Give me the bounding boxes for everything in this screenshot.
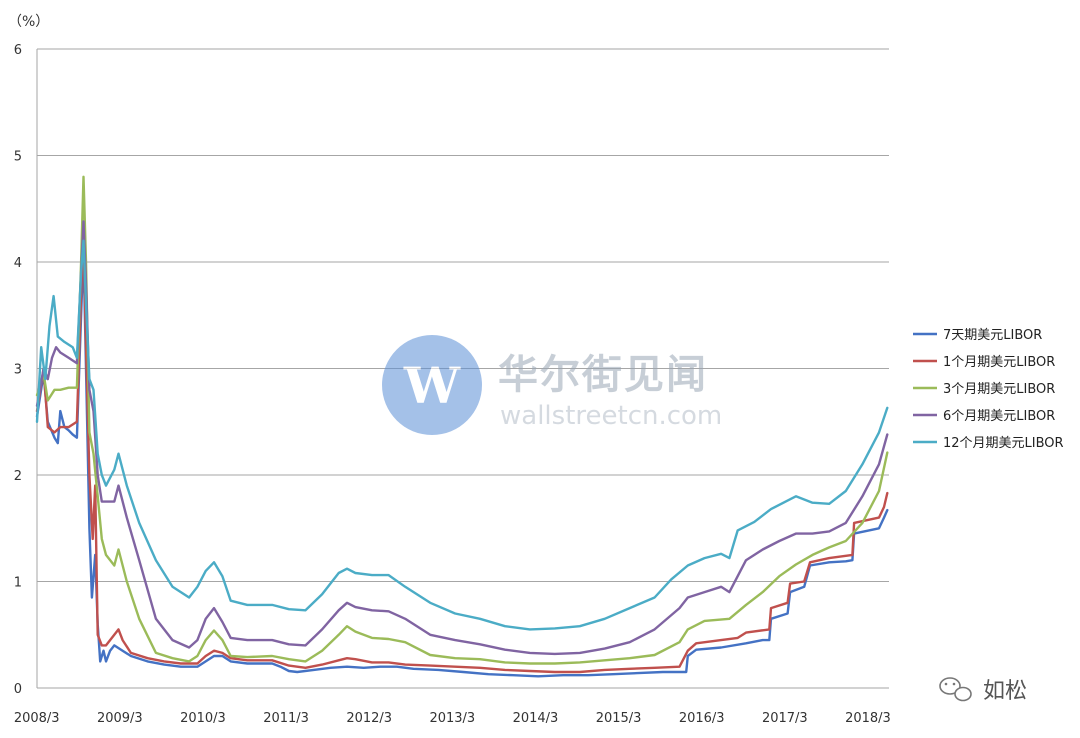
credit: 如松 xyxy=(939,677,1027,704)
series-line-2 xyxy=(35,228,889,674)
x-tick-labels: 2008/3 2009/3 2010/3 2011/3 2012/3 2013/3 2014… xyxy=(14,711,891,726)
x-tick-label: 2016/3 xyxy=(679,711,725,726)
x-tick-label: 2013/3 xyxy=(429,711,475,726)
x-tick-label: 2010/3 xyxy=(180,711,226,726)
wechat-icon xyxy=(939,677,972,702)
y-tick-label: 3 xyxy=(14,363,22,378)
legend-label: 3个月期美元LIBOR xyxy=(943,382,1055,397)
legend-label: 6个月期美元LIBOR xyxy=(943,409,1055,424)
y-tick-label: 0 xyxy=(14,682,22,697)
y-tick-label: 2 xyxy=(14,469,22,484)
y-tick-label: 6 xyxy=(14,43,22,58)
watermark-site: wallstreetcn.com xyxy=(500,401,722,431)
x-tick-label: 2015/3 xyxy=(596,711,642,726)
series-line-4 xyxy=(35,220,889,656)
watermark: W 华尔街见闻 wallstreetcn.com xyxy=(382,335,722,435)
x-tick-label: 2018/3 xyxy=(845,711,891,726)
y-tick-label: 1 xyxy=(14,576,22,591)
y-axis-unit-label: （%） xyxy=(8,14,49,30)
x-tick-label: 2012/3 xyxy=(346,711,392,726)
series-line-5 xyxy=(35,239,889,631)
y-tick-label: 4 xyxy=(14,256,22,271)
legend-label: 1个月期美元LIBOR xyxy=(943,355,1055,370)
watermark-name: 华尔街见闻 xyxy=(498,352,708,398)
y-tick-label: 5 xyxy=(14,150,22,165)
credit-text: 如松 xyxy=(983,679,1027,704)
legend-label: 12个月期美元LIBOR xyxy=(943,436,1064,451)
watermark-logo-icon xyxy=(382,335,482,435)
x-tick-label: 2008/3 xyxy=(14,711,60,726)
y-tick-labels: 0 1 2 3 4 5 6 xyxy=(14,43,22,697)
legend: 7天期美元LIBOR 1个月期美元LIBOR 3个月期美元LIBOR 6个月期美元LI… xyxy=(913,328,1064,451)
series-line-1 xyxy=(35,250,889,678)
series-line-3 xyxy=(35,175,889,665)
x-tick-label: 2017/3 xyxy=(762,711,808,726)
legend-label: 7天期美元LIBOR xyxy=(943,328,1042,343)
grid-layer xyxy=(36,48,889,689)
watermark-logo-letter: W xyxy=(403,356,461,415)
series-layer xyxy=(35,175,889,678)
x-tick-label: 2014/3 xyxy=(513,711,559,726)
x-tick-label: 2009/3 xyxy=(97,711,143,726)
x-tick-label: 2011/3 xyxy=(263,711,309,726)
